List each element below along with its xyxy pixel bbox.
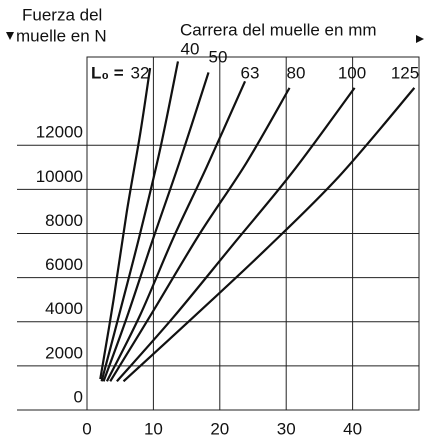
curve (122, 87, 416, 383)
y-axis-arrow (6, 32, 14, 40)
curve (116, 87, 356, 383)
y-tick-label: 12000 (36, 123, 83, 142)
x-tick-label: 30 (277, 419, 296, 438)
y-tick-label: 2000 (45, 343, 83, 362)
curve (105, 80, 247, 382)
curve (109, 87, 291, 382)
curve-label-prefix: L₀ = (91, 63, 124, 82)
curve-label: 32 (131, 63, 150, 82)
curve-label: 125 (391, 63, 419, 82)
x-axis-arrow (416, 35, 424, 43)
curve (100, 61, 180, 382)
y-tick-label: 10000 (36, 167, 83, 186)
x-tick-label: 40 (343, 419, 362, 438)
y-axis-label: muelle en N (16, 26, 107, 45)
curve-label: 100 (338, 63, 366, 82)
x-tick-label: 0 (82, 419, 91, 438)
curve-label: 40 (181, 39, 200, 58)
y-axis-label: Fuerza del (22, 5, 102, 24)
x-tick-label: 10 (144, 419, 163, 438)
curve-label: 50 (209, 47, 228, 66)
x-axis-label: Carrera del muelle en mm (180, 20, 377, 39)
y-tick-label: 4000 (45, 299, 83, 318)
curve (102, 72, 210, 382)
x-tick-label: 20 (210, 419, 229, 438)
curve (99, 67, 152, 380)
curve-label: 63 (241, 63, 260, 82)
y-tick-label: 6000 (45, 255, 83, 274)
curve-label: 80 (287, 63, 306, 82)
y-tick-label: 8000 (45, 211, 83, 230)
y-tick-label: 0 (74, 387, 83, 406)
